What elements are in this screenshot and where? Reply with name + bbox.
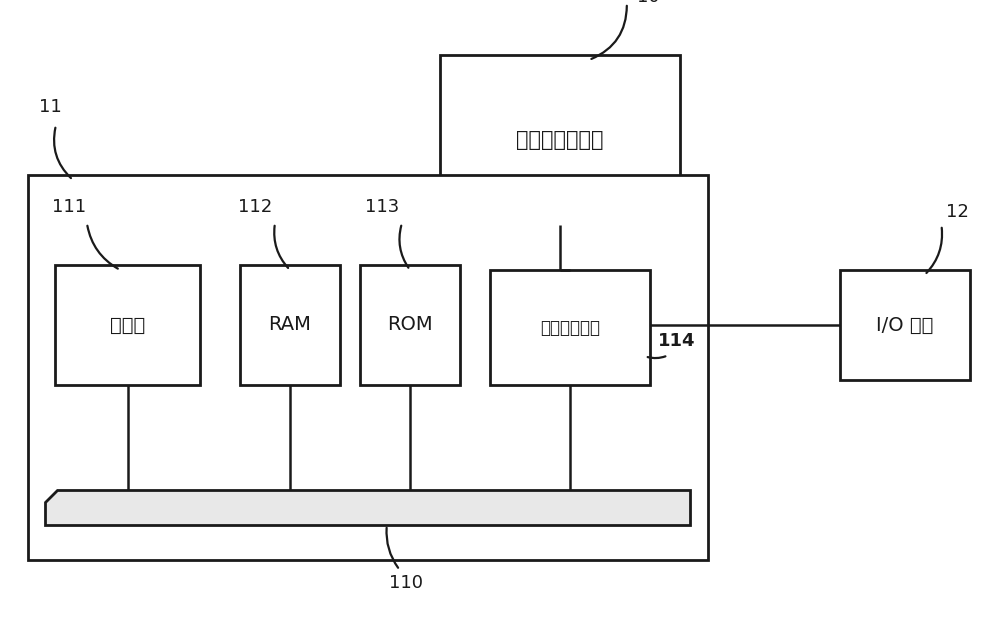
Polygon shape: [45, 490, 690, 525]
Text: I/O 装置: I/O 装置: [876, 316, 934, 335]
Text: 114: 114: [658, 332, 696, 351]
Text: ROM: ROM: [387, 316, 433, 335]
Text: 113: 113: [365, 198, 399, 216]
Text: 数据传输接口: 数据传输接口: [540, 318, 600, 337]
Bar: [840, 270, 970, 380]
Text: 112: 112: [238, 198, 272, 216]
Text: 111: 111: [52, 198, 87, 216]
Bar: [240, 265, 340, 385]
Bar: [440, 55, 680, 225]
Bar: [360, 265, 460, 385]
Text: 10: 10: [637, 0, 660, 6]
Bar: [55, 265, 200, 385]
Text: 处理器: 处理器: [110, 316, 145, 335]
Text: 存储器存储装置: 存储器存储装置: [516, 130, 604, 150]
Text: 110: 110: [389, 574, 423, 592]
Text: 12: 12: [946, 203, 968, 221]
Bar: [490, 270, 650, 385]
Text: 11: 11: [39, 98, 61, 116]
Bar: [28, 175, 708, 560]
Text: RAM: RAM: [269, 316, 311, 335]
